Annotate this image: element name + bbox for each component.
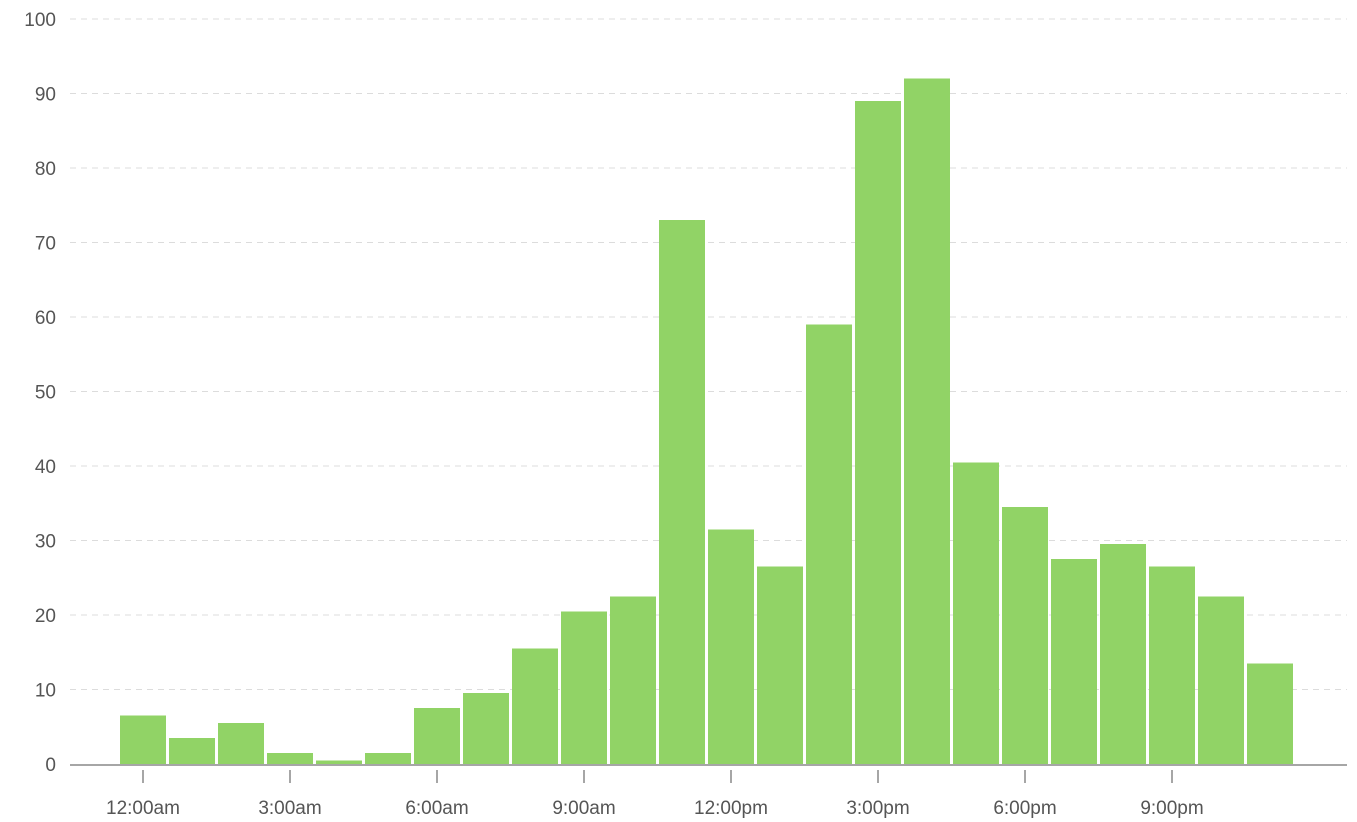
y-tick-label-30: 30 — [35, 532, 56, 553]
y-tick-label-90: 90 — [35, 85, 56, 106]
bar-hour-5[interactable] — [365, 752, 411, 764]
bar-hour-19[interactable] — [1051, 559, 1097, 764]
x-tick-label-15: 3:00pm — [846, 798, 909, 819]
bar-hour-14[interactable] — [806, 324, 852, 764]
y-tick-label-100: 100 — [24, 10, 56, 31]
bar-hour-8[interactable] — [512, 648, 558, 764]
x-tick-label-0: 12:00am — [106, 798, 180, 819]
y-tick-label-0: 0 — [45, 755, 56, 776]
bar-hour-9[interactable] — [561, 611, 607, 764]
bar-hour-22[interactable] — [1198, 596, 1244, 764]
bar-hour-1[interactable] — [169, 737, 215, 764]
y-tick-label-50: 50 — [35, 383, 56, 404]
bar-hour-7[interactable] — [463, 693, 509, 764]
y-tick-label-40: 40 — [35, 457, 56, 478]
bar-hour-21[interactable] — [1149, 566, 1195, 764]
x-tick-label-9: 9:00am — [552, 798, 615, 819]
x-tick-label-6: 6:00am — [405, 798, 468, 819]
bar-hour-20[interactable] — [1100, 544, 1146, 764]
x-tick-label-12: 12:00pm — [694, 798, 768, 819]
y-tick-label-80: 80 — [35, 159, 56, 180]
x-tick-label-21: 9:00pm — [1140, 798, 1203, 819]
bar-hour-16[interactable] — [904, 78, 950, 765]
x-tick-label-18: 6:00pm — [993, 798, 1056, 819]
y-tick-label-10: 10 — [35, 681, 56, 702]
axis-layer: 0 10 20 30 40 50 60 70 80 90 100 12:00am 3:00am 6:00a… — [24, 10, 1347, 819]
bar-hour-12[interactable] — [708, 529, 754, 764]
bar-layer — [120, 78, 1293, 765]
bar-hour-23[interactable] — [1247, 663, 1293, 764]
y-tick-label-20: 20 — [35, 606, 56, 627]
x-tick-label-3: 3:00am — [258, 798, 321, 819]
bar-hour-6[interactable] — [414, 708, 460, 764]
bar-hour-4[interactable] — [316, 760, 362, 764]
bar-hour-13[interactable] — [757, 566, 803, 764]
bar-hour-3[interactable] — [267, 752, 313, 764]
bar-hour-18[interactable] — [1002, 506, 1048, 764]
y-tick-label-60: 60 — [35, 308, 56, 329]
bar-hour-17[interactable] — [953, 462, 999, 764]
bar-hour-10[interactable] — [610, 596, 656, 764]
bar-hour-15[interactable] — [855, 100, 901, 764]
bar-hour-0[interactable] — [120, 715, 166, 764]
y-tick-label-70: 70 — [35, 234, 56, 255]
bar-hour-2[interactable] — [218, 723, 264, 764]
bar-hour-11[interactable] — [659, 220, 705, 764]
